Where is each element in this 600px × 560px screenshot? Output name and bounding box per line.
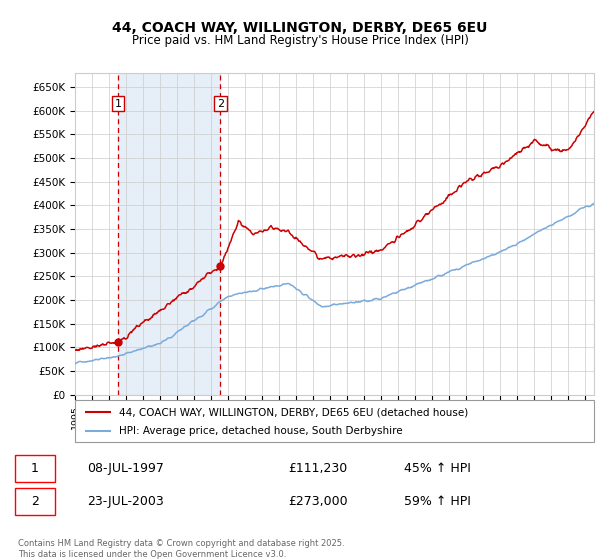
Text: 45% ↑ HPI: 45% ↑ HPI — [404, 461, 470, 475]
Text: Price paid vs. HM Land Registry's House Price Index (HPI): Price paid vs. HM Land Registry's House … — [131, 34, 469, 46]
Text: HPI: Average price, detached house, South Derbyshire: HPI: Average price, detached house, Sout… — [119, 426, 403, 436]
Text: £273,000: £273,000 — [289, 495, 348, 508]
Text: Contains HM Land Registry data © Crown copyright and database right 2025.
This d: Contains HM Land Registry data © Crown c… — [18, 539, 344, 559]
Bar — [118, 73, 220, 395]
Bar — [15, 455, 55, 482]
Text: 2: 2 — [217, 99, 224, 109]
Text: 44, COACH WAY, WILLINGTON, DERBY, DE65 6EU: 44, COACH WAY, WILLINGTON, DERBY, DE65 6… — [112, 21, 488, 35]
Bar — [15, 488, 55, 515]
Text: 2: 2 — [31, 495, 39, 508]
Text: £111,230: £111,230 — [289, 461, 348, 475]
Text: 08-JUL-1997: 08-JUL-1997 — [87, 461, 164, 475]
Text: 1: 1 — [115, 99, 121, 109]
Text: 1: 1 — [31, 461, 39, 475]
Text: 44, COACH WAY, WILLINGTON, DERBY, DE65 6EU (detached house): 44, COACH WAY, WILLINGTON, DERBY, DE65 6… — [119, 407, 469, 417]
Text: 23-JUL-2003: 23-JUL-2003 — [87, 495, 164, 508]
Text: 59% ↑ HPI: 59% ↑ HPI — [404, 495, 470, 508]
